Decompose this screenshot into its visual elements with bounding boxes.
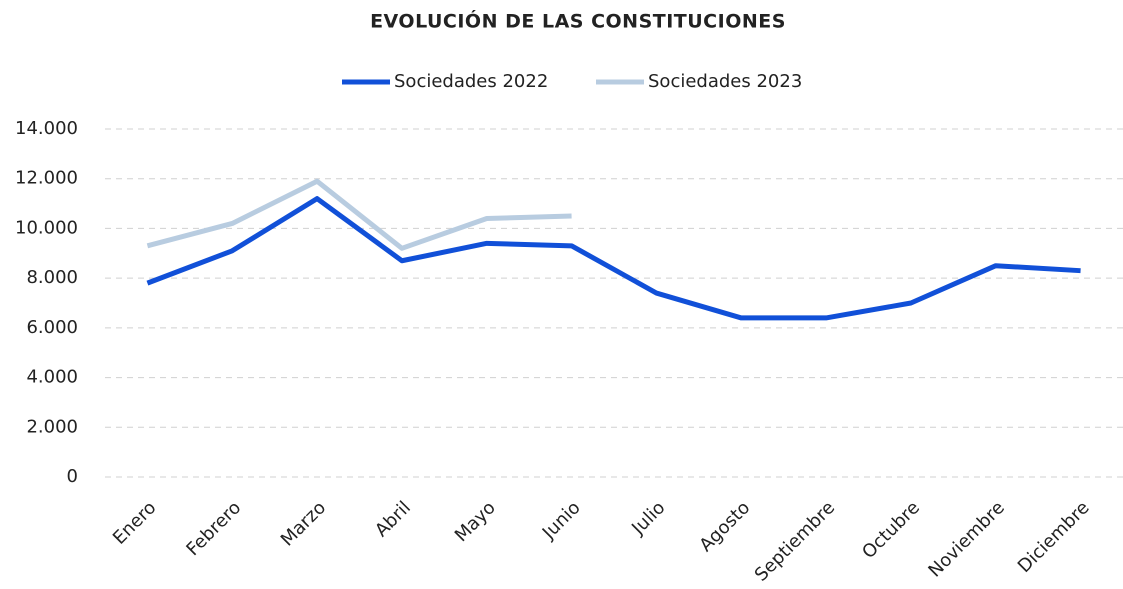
y-tick-label: 0 [67,466,78,487]
legend-label: Sociedades 2023 [648,71,802,92]
x-tick-label: Octubre [858,497,924,563]
x-tick-label: Junio [538,497,585,544]
y-tick-label: 14.000 [15,118,78,139]
y-tick-label: 10.000 [15,217,78,238]
chart-title: EVOLUCIÓN DE LAS CONSTITUCIONES [370,9,786,33]
y-tick-label: 6.000 [26,317,78,338]
x-tick-label: Noviembre [924,497,1008,581]
y-tick-label: 4.000 [26,367,78,388]
x-tick-label: Septiembre [751,497,839,585]
x-tick-label: Abril [371,497,415,541]
legend-label: Sociedades 2022 [394,71,548,92]
x-tick-label: Mayo [451,497,500,546]
x-tick-label: Marzo [277,497,330,550]
series-line [146,196,1081,321]
x-tick-label: Agosto [695,497,754,556]
y-tick-label: 12.000 [15,168,78,189]
x-tick-label: Febrero [182,497,245,560]
y-tick-label: 8.000 [26,267,78,288]
x-tick-label: Diciembre [1014,497,1094,577]
x-tick-label: Enero [109,497,161,549]
y-tick-label: 2.000 [26,416,78,437]
x-tick-label: Julio [627,497,669,539]
series-line [146,178,572,251]
